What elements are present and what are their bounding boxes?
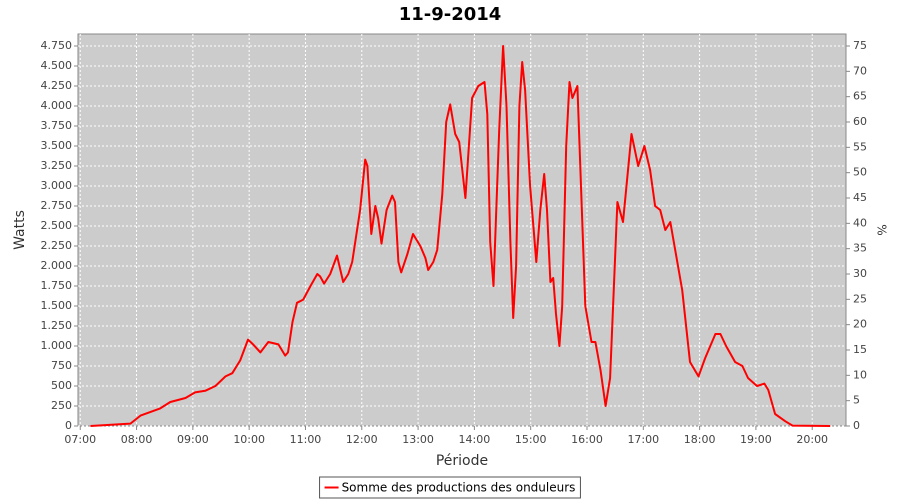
y-tick-label: 500 — [51, 379, 72, 392]
y-tick-label: 3.000 — [41, 179, 73, 192]
y-tick-label: 1.750 — [41, 279, 73, 292]
y2-tick-label: 35 — [853, 242, 867, 255]
y-tick-label: 3.500 — [41, 139, 73, 152]
y2-tick-label: 70 — [853, 64, 867, 77]
y-tick-label: 0 — [65, 419, 72, 432]
y-tick-label: 1.250 — [41, 319, 73, 332]
x-tick-label: 12:00 — [346, 433, 378, 446]
x-tick-label: 18:00 — [684, 433, 716, 446]
y2-axis-label: % — [875, 224, 889, 235]
y-tick-label: 750 — [51, 359, 72, 372]
line — [90, 45, 831, 427]
y-tick-label: 4.500 — [41, 59, 73, 72]
legend — [319, 476, 581, 499]
x-tick-label: 17:00 — [627, 433, 659, 446]
y-tick-label: 4.000 — [41, 99, 73, 112]
y-tick-label: 2.750 — [41, 199, 73, 212]
x-tick-label: 11:00 — [290, 433, 322, 446]
y2-tick-label: 5 — [853, 394, 860, 407]
y-tick-label: 250 — [51, 399, 72, 412]
x-tick-label: 13:00 — [402, 433, 434, 446]
y2-tick-label: 60 — [853, 115, 867, 128]
y2-tick-label: 30 — [853, 267, 867, 280]
y-axis-label: Watts — [12, 210, 28, 250]
x-tick-label: 16:00 — [571, 433, 603, 446]
y2-tick-label: 50 — [853, 166, 867, 179]
y-tick-label: 4.250 — [41, 79, 73, 92]
y-tick-label: 2.250 — [41, 239, 73, 252]
y2-tick-label: 55 — [853, 140, 867, 153]
legend-label: Somme des productions des onduleurs — [342, 481, 576, 495]
x-tick-label: 07:00 — [64, 433, 96, 446]
y2-tick-label: 75 — [853, 39, 867, 52]
x-tick-label: 20:00 — [796, 433, 828, 446]
x-tick-label: 19:00 — [740, 433, 772, 446]
x-tick-label: 14:00 — [459, 433, 491, 446]
y-tick-label: 2.000 — [41, 259, 73, 272]
x-tick-label: 09:00 — [177, 433, 209, 446]
y2-tick-label: 15 — [853, 343, 867, 356]
y2-tick-label: 45 — [853, 191, 867, 204]
plot-area — [77, 33, 847, 427]
y-tick-label: 2.500 — [41, 219, 73, 232]
y-tick-label: 1.000 — [41, 339, 73, 352]
y-tick-label: 3.750 — [41, 119, 73, 132]
y-tick-label: 4.750 — [41, 39, 73, 52]
y-tick-label: 1.500 — [41, 299, 73, 312]
x-tick-label: 15:00 — [515, 433, 547, 446]
x-tick-label: 08:00 — [121, 433, 153, 446]
y2-tick-label: 25 — [853, 292, 867, 305]
y2-tick-label: 65 — [853, 90, 867, 103]
y2-tick-label: 0 — [853, 419, 860, 432]
y-tick-label: 3.250 — [41, 159, 73, 172]
y2-tick-label: 10 — [853, 368, 867, 381]
chart-title: 11-9-2014 — [399, 4, 502, 25]
y2-tick-label: 20 — [853, 318, 867, 331]
x-tick-label: 10:00 — [233, 433, 265, 446]
y2-tick-label: 40 — [853, 216, 867, 229]
x-axis-label: Période — [436, 453, 488, 469]
